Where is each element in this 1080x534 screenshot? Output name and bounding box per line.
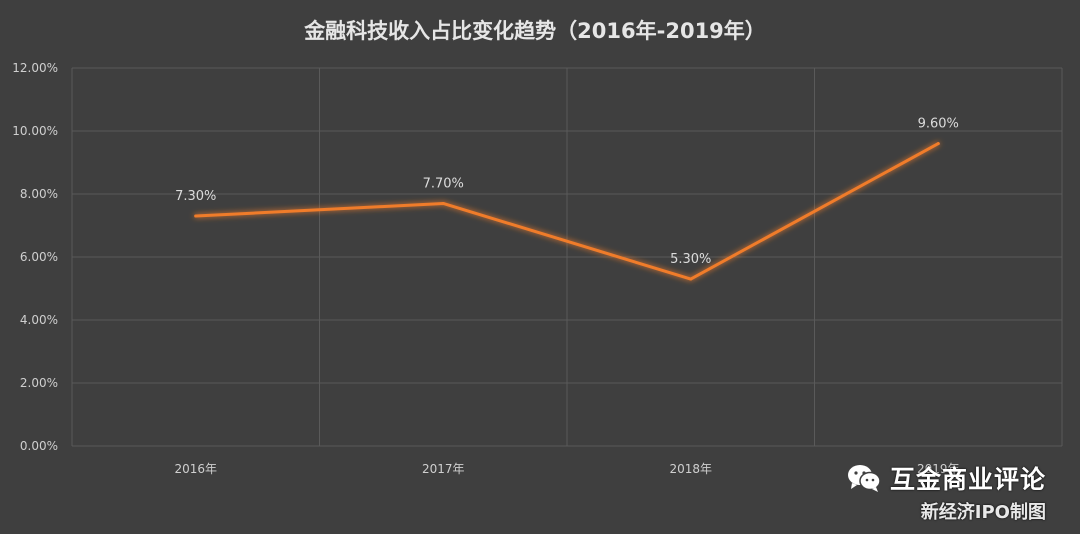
y-tick-label: 10.00% (12, 124, 58, 138)
wechat-icon (847, 465, 881, 492)
y-tick-label: 6.00% (20, 250, 58, 264)
data-point (441, 201, 445, 205)
data-label: 5.30% (670, 252, 711, 267)
y-tick-label: 2.00% (20, 376, 58, 390)
data-label: 9.60% (918, 117, 959, 132)
series-line-layer (194, 142, 940, 281)
data-point (936, 142, 940, 146)
data-point (689, 277, 693, 281)
y-tick-label: 12.00% (12, 61, 58, 75)
y-tick-label: 8.00% (20, 187, 58, 201)
y-tick-label: 4.00% (20, 313, 58, 327)
y-axis-ticks: 0.00% 2.00% 4.00% 6.00% 8.00% 10.00% 12.00% (12, 61, 58, 453)
watermark-brand: 互金商业评论 (889, 465, 1046, 494)
series-line (194, 142, 940, 281)
y-tick-label: 0.00% (20, 439, 58, 453)
data-label: 7.30% (175, 189, 216, 204)
x-tick-label: 2018年 (669, 462, 712, 476)
grid (71, 67, 1063, 447)
chart-title: 金融科技收入占比变化趋势（2016年-2019年） (303, 19, 766, 43)
watermark: 互金商业评论 新经济IPO制图 (846, 460, 1046, 524)
x-tick-label: 2017年 (422, 462, 465, 476)
watermark-subtitle: 新经济IPO制图 (920, 502, 1046, 523)
x-tick-label: 2016年 (174, 462, 217, 476)
x-tick-label: 2019年 (917, 462, 960, 476)
data-label: 7.70% (423, 176, 464, 191)
data-labels: 7.30% 7.70% 5.30% 9.60% (175, 117, 959, 267)
x-axis-ticks: 2016年 2017年 2018年 2019年 (174, 462, 959, 476)
data-point (194, 214, 198, 218)
